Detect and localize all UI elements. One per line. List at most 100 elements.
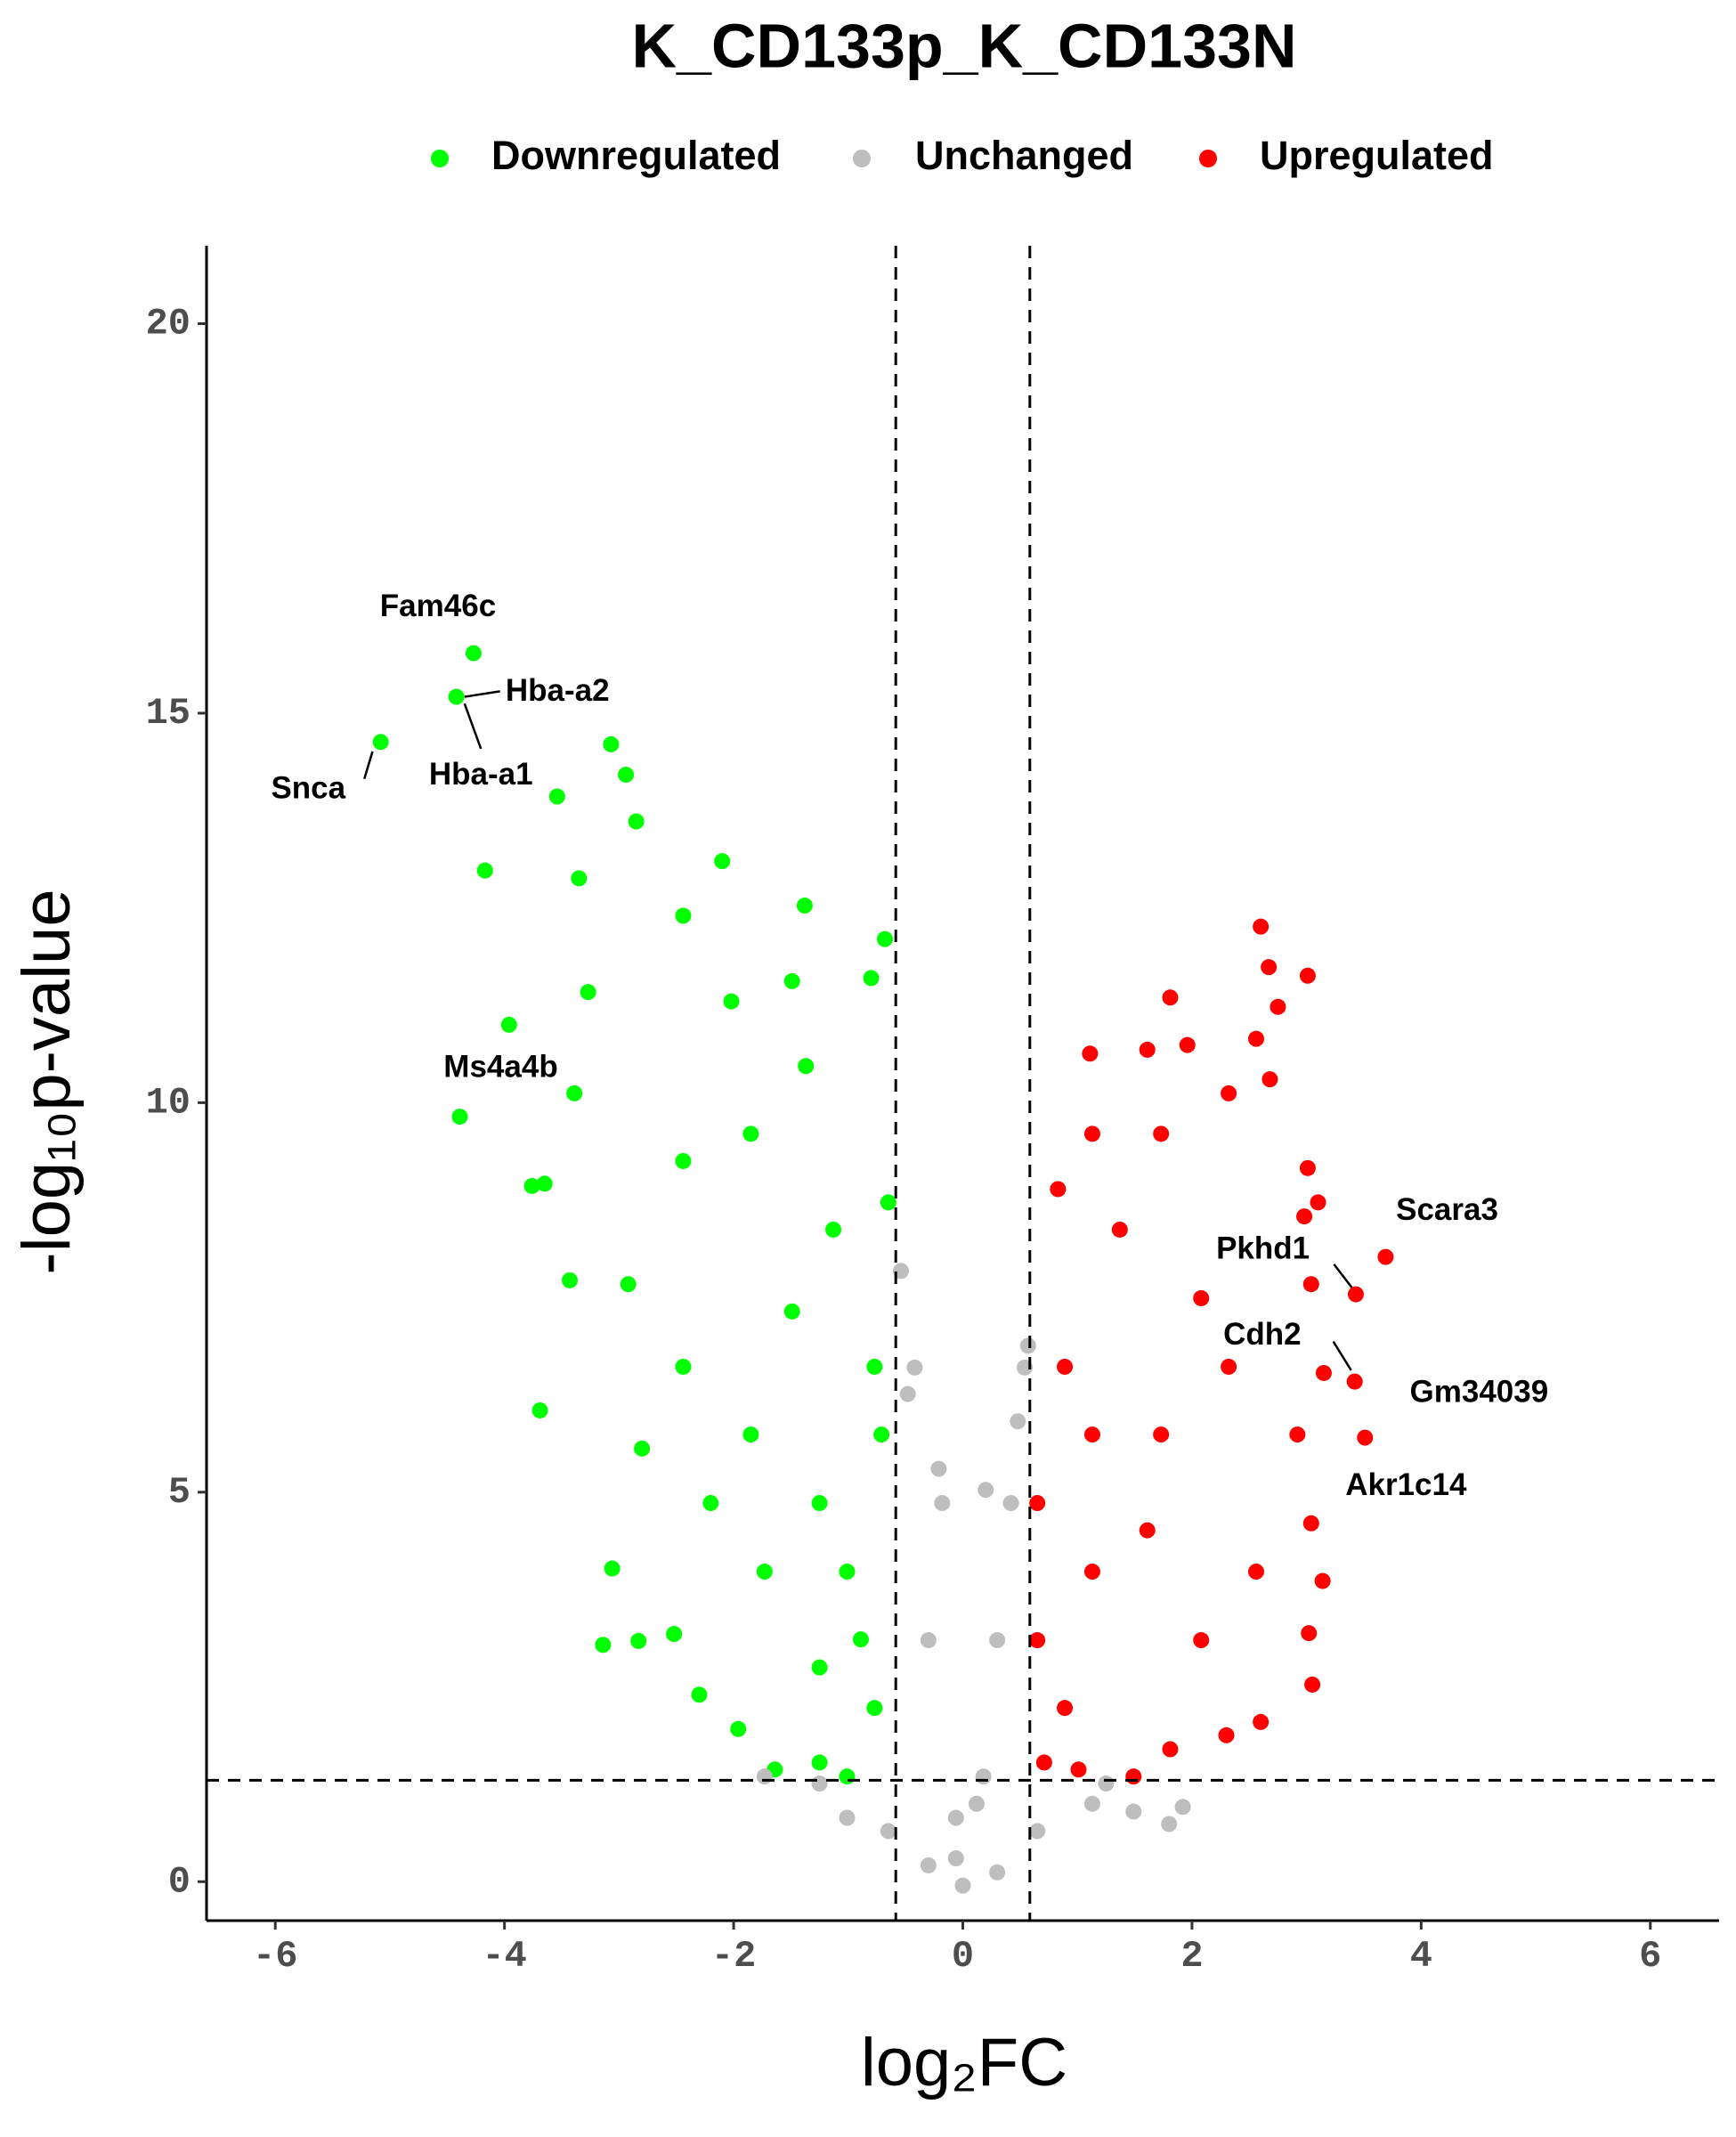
point: [476, 862, 493, 879]
x-tick-label: 4: [1410, 1935, 1432, 1978]
legend-marker: [853, 150, 871, 167]
point: [451, 1109, 468, 1125]
gene-label: Fam46c: [380, 589, 496, 623]
point: [1057, 1700, 1074, 1717]
point: [1302, 1276, 1319, 1293]
point: [1179, 1036, 1196, 1053]
x-axis-label: log₂FC: [861, 2025, 1067, 2100]
y-axis-label: -log₁₀p-value: [9, 889, 85, 1274]
point: [1083, 1426, 1100, 1443]
point: [531, 1402, 548, 1418]
point: [783, 972, 800, 989]
point: [1161, 1816, 1178, 1832]
point: [1083, 1795, 1100, 1812]
x-tick-label: 0: [952, 1935, 974, 1978]
point: [947, 1809, 964, 1826]
point: [465, 645, 482, 662]
point: [783, 1303, 800, 1320]
point: [978, 1482, 994, 1499]
point: [968, 1795, 985, 1812]
legend-label: Unchanged: [915, 133, 1133, 178]
gene-label: Hba-a2: [506, 673, 610, 708]
point: [1010, 1413, 1026, 1430]
point: [880, 1194, 896, 1211]
point: [1299, 967, 1316, 984]
point: [1261, 959, 1278, 976]
legend-label: Upregulated: [1260, 133, 1494, 178]
point: [756, 1768, 773, 1785]
point: [548, 788, 565, 805]
point: [1289, 1426, 1306, 1443]
point: [723, 993, 740, 1010]
legend-label: Downregulated: [491, 133, 781, 178]
point: [839, 1809, 856, 1826]
point: [730, 1720, 747, 1737]
point: [580, 984, 596, 1001]
point: [1248, 1030, 1265, 1047]
point: [906, 1359, 923, 1376]
point: [1139, 1041, 1156, 1058]
point: [1270, 998, 1286, 1015]
x-tick-label: -6: [253, 1935, 297, 1978]
point: [1310, 1194, 1326, 1211]
legend-marker: [1199, 150, 1217, 167]
point: [1218, 1727, 1235, 1743]
point: [880, 1823, 896, 1840]
point: [500, 1016, 517, 1033]
point: [1035, 1754, 1052, 1771]
point: [1098, 1775, 1115, 1792]
x-tick-label: -2: [711, 1935, 756, 1978]
point: [1193, 1632, 1210, 1649]
point: [742, 1426, 759, 1443]
point: [691, 1686, 708, 1703]
point: [1296, 1208, 1313, 1225]
point: [920, 1857, 937, 1873]
point: [1083, 1125, 1100, 1142]
label-leader: [363, 751, 374, 780]
point: [675, 1358, 692, 1375]
point: [1162, 1741, 1179, 1758]
x-tick-label: 2: [1180, 1935, 1203, 1978]
point: [1193, 1289, 1210, 1306]
point: [1050, 1181, 1067, 1198]
point: [989, 1632, 1006, 1649]
point: [954, 1877, 971, 1894]
point: [1083, 1564, 1100, 1580]
gene-label: Hba-a1: [429, 757, 533, 792]
point: [798, 1058, 815, 1075]
point: [1346, 1373, 1363, 1390]
x-tick-label: -4: [482, 1935, 526, 1978]
point: [571, 870, 588, 887]
label-leader: [1332, 1340, 1352, 1371]
point: [1111, 1221, 1128, 1238]
point: [1162, 989, 1179, 1006]
point: [618, 767, 635, 784]
gene-label: Ms4a4b: [443, 1050, 557, 1085]
point: [863, 970, 880, 987]
point: [604, 1560, 621, 1577]
point: [811, 1754, 828, 1771]
gene-label: Snca: [271, 770, 345, 805]
gene-label: Pkhd1: [1216, 1231, 1310, 1266]
point: [876, 930, 893, 947]
point: [930, 1460, 947, 1477]
y-tick-label: 15: [146, 692, 191, 735]
point: [1357, 1429, 1374, 1446]
point: [866, 1700, 883, 1717]
point: [899, 1385, 916, 1402]
point: [934, 1495, 951, 1512]
point: [372, 734, 389, 751]
point: [825, 1221, 842, 1238]
point: [796, 898, 813, 914]
point: [675, 907, 692, 924]
point: [1125, 1803, 1142, 1820]
label-leader: [463, 703, 483, 750]
label-leader: [464, 690, 500, 698]
point: [595, 1637, 612, 1654]
point: [975, 1768, 992, 1785]
point: [562, 1272, 579, 1288]
point: [523, 1177, 540, 1194]
point: [1057, 1358, 1074, 1375]
point: [675, 1152, 692, 1169]
point: [702, 1495, 719, 1512]
